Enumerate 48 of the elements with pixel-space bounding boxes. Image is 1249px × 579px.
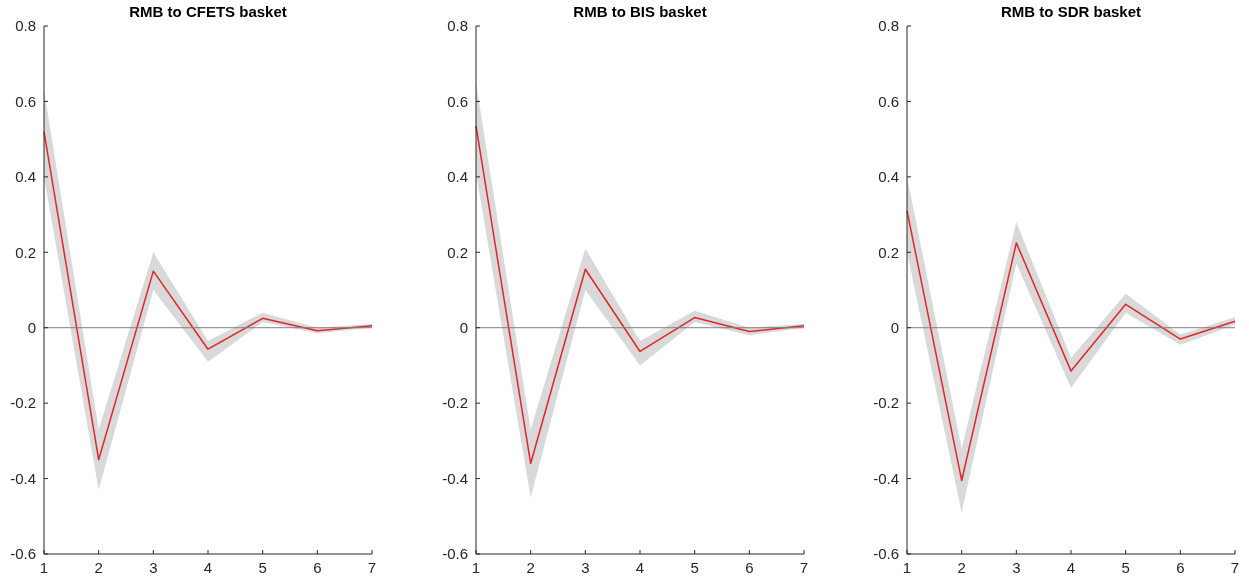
- x-tick-label: 3: [581, 559, 590, 576]
- x-tick-label: 1: [902, 559, 912, 576]
- chart-title: RMB to CFETS basket: [129, 3, 287, 20]
- x-tick-label: 5: [258, 559, 267, 576]
- y-tick-label: 0: [27, 318, 36, 336]
- x-tick-label: 4: [203, 559, 213, 576]
- y-tick-label: 0.6: [447, 92, 468, 110]
- y-tick-label: -0.2: [10, 394, 36, 412]
- x-tick-label: 7: [1230, 559, 1240, 576]
- y-tick-label: 0.8: [447, 17, 468, 35]
- chart-title: RMB to BIS basket: [573, 3, 707, 20]
- y-tick-label: 0: [890, 318, 899, 336]
- x-tick-label: 7: [367, 559, 377, 576]
- y-tick-label: 0.2: [15, 243, 36, 261]
- y-tick-label: 0.2: [447, 243, 468, 261]
- x-tick-label: 1: [471, 559, 481, 576]
- x-tick-label: 5: [1121, 559, 1130, 576]
- x-tick-label: 6: [313, 559, 322, 576]
- x-tick-label: 2: [957, 559, 966, 576]
- y-tick-label: 0.4: [878, 168, 899, 186]
- y-tick-label: -0.6: [873, 545, 899, 563]
- y-tick-label: 0.4: [447, 168, 468, 186]
- y-tick-label: 0.4: [15, 168, 36, 186]
- x-tick-label: 5: [690, 559, 699, 576]
- chart-title: RMB to SDR basket: [1000, 3, 1142, 20]
- x-tick-label: 3: [149, 559, 158, 576]
- x-tick-label: 4: [635, 559, 645, 576]
- x-tick-label: 6: [745, 559, 754, 576]
- y-tick-label: 0.6: [878, 92, 899, 110]
- x-tick-label: 2: [94, 559, 103, 576]
- y-tick-label: 0.8: [878, 17, 899, 35]
- y-tick-label: -0.2: [442, 394, 468, 412]
- x-tick-label: 6: [1176, 559, 1185, 576]
- y-tick-label: 0: [459, 318, 468, 336]
- y-tick-label: -0.4: [873, 469, 899, 487]
- x-tick-label: 1: [39, 559, 49, 576]
- y-tick-label: -0.4: [10, 469, 36, 487]
- x-tick-label: 2: [526, 559, 535, 576]
- y-tick-label: -0.6: [442, 545, 468, 563]
- y-tick-label: 0.2: [878, 243, 899, 261]
- y-tick-label: -0.4: [442, 469, 468, 487]
- x-tick-label: 4: [1066, 559, 1076, 576]
- y-tick-label: -0.6: [10, 545, 36, 563]
- y-tick-label: 0.6: [15, 92, 36, 110]
- y-tick-label: -0.2: [873, 394, 899, 412]
- x-tick-label: 3: [1012, 559, 1021, 576]
- x-tick-label: 7: [799, 559, 809, 576]
- y-tick-label: 0.8: [15, 17, 36, 35]
